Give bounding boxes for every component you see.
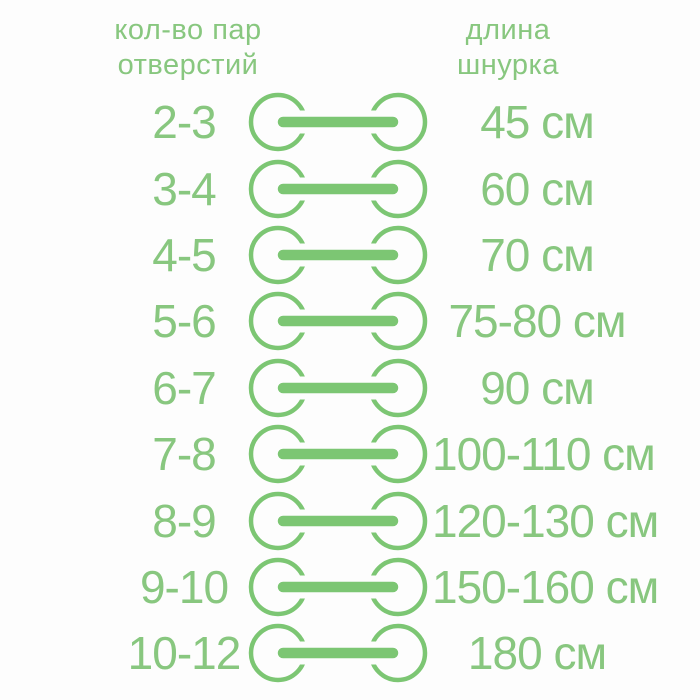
lace-length-value: 75-80 см: [448, 295, 626, 348]
table-row: 5-6 75-80 см: [0, 288, 700, 354]
lace-length-value: 120-130 см: [432, 494, 659, 547]
eyelets-lace-icon: [248, 422, 432, 486]
eyelets-lace-icon: [248, 90, 432, 154]
lace-length-value: 180 см: [467, 627, 607, 680]
table-row: 8-9 120-130 см: [0, 487, 700, 553]
column-header-lace-length-line2: шнурка: [456, 49, 560, 81]
table-row: 10-12 180 см: [0, 620, 700, 686]
column-header-eyelet-pairs-line2: отверстий: [117, 49, 259, 81]
eyelets-lace-icon: [248, 223, 432, 287]
eyelet-pairs-value: 2-3: [152, 96, 216, 149]
column-header-eyelet-pairs: кол-во пар отверстий: [88, 13, 288, 83]
eyelets-lace-icon: [248, 356, 432, 420]
eyelets-lace-icon: [248, 555, 432, 619]
eyelets-lace-icon: [248, 489, 432, 553]
eyelet-pairs-value: 3-4: [152, 162, 216, 215]
eyelets-lace-icon: [248, 621, 432, 685]
lace-length-value: 150-160 см: [432, 560, 659, 613]
lace-length-value: 90 см: [480, 361, 595, 414]
eyelet-pairs-value: 8-9: [152, 494, 216, 547]
eyelet-pairs-value: 10-12: [127, 627, 242, 680]
eyelet-pairs-value: 9-10: [139, 560, 229, 613]
lace-length-value: 45 см: [480, 96, 595, 149]
table-row: 9-10 150-160 см: [0, 554, 700, 620]
lace-length-value: 70 см: [480, 228, 595, 281]
lace-length-value: 100-110 см: [432, 428, 656, 481]
eyelet-pairs-value: 6-7: [152, 361, 216, 414]
eyelet-pairs-value: 7-8: [152, 428, 216, 481]
column-header-lace-length: длина шнурка: [408, 13, 608, 83]
size-table-rows: 2-3 45 см 3-4 60: [0, 89, 700, 687]
table-row: 4-5 70 см: [0, 222, 700, 288]
eyelet-pairs-value: 4-5: [152, 228, 216, 281]
table-row: 7-8 100-110 см: [0, 421, 700, 487]
eyelet-pairs-value: 5-6: [152, 295, 216, 348]
table-row: 2-3 45 см: [0, 89, 700, 155]
lace-length-value: 60 см: [480, 162, 595, 215]
column-header-lace-length-line1: длина: [465, 14, 551, 46]
table-row: 6-7 90 см: [0, 355, 700, 421]
table-row: 3-4 60 см: [0, 155, 700, 221]
column-header-eyelet-pairs-line1: кол-во пар: [114, 14, 262, 46]
eyelets-lace-icon: [248, 157, 432, 221]
eyelets-lace-icon: [248, 289, 432, 353]
